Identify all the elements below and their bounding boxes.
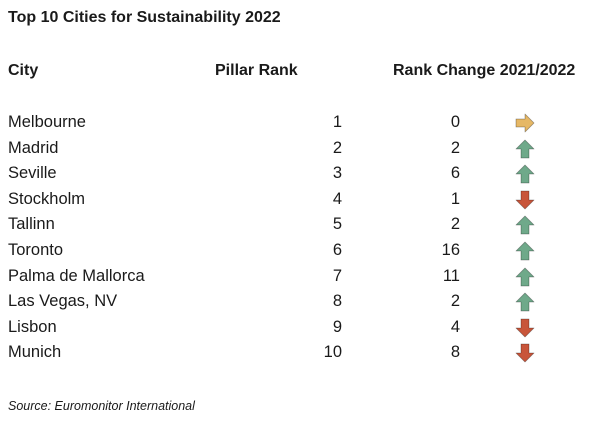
arrow-up-icon bbox=[514, 163, 536, 185]
city-name: Melbourne bbox=[8, 113, 86, 131]
table-row: Melbourne 1 0 bbox=[0, 110, 600, 136]
rank-change: 16 bbox=[441, 240, 460, 259]
pillar-rank: 9 bbox=[332, 317, 342, 336]
table-row: Las Vegas, NV 8 2 bbox=[0, 289, 600, 315]
pillar-rank: 5 bbox=[332, 215, 342, 234]
city-name: Las Vegas, NV bbox=[8, 292, 118, 311]
arrow-down-icon bbox=[514, 317, 536, 339]
arrow-right-icon bbox=[514, 112, 536, 134]
city-name: Tallinn bbox=[8, 215, 55, 234]
rank-change: 2 bbox=[450, 292, 460, 311]
arrow-up-icon bbox=[514, 138, 536, 160]
table-row: Lisbon 9 4 bbox=[0, 315, 600, 341]
table-row: Seville 3 6 bbox=[0, 161, 600, 187]
rank-change: 6 bbox=[450, 164, 460, 183]
page-title: Top 10 Cities for Sustainability 2022 bbox=[8, 9, 281, 26]
arrow-up-icon bbox=[514, 291, 536, 313]
arrow-up-icon bbox=[514, 240, 536, 262]
pillar-rank: 2 bbox=[332, 138, 342, 157]
pillar-rank: 4 bbox=[332, 189, 342, 208]
city-name: Lisbon bbox=[8, 317, 57, 336]
table-row: Palma de Mallorca 7 11 bbox=[0, 264, 600, 290]
city-name: Toronto bbox=[8, 240, 64, 259]
pillar-rank: 6 bbox=[332, 240, 342, 259]
arrow-down-icon bbox=[514, 342, 536, 364]
city-name: Palma de Mallorca bbox=[8, 266, 145, 285]
column-header-pillar-rank: Pillar Rank bbox=[215, 62, 298, 79]
rank-change: 1 bbox=[450, 189, 460, 208]
pillar-rank: 8 bbox=[332, 292, 342, 311]
arrow-down-icon bbox=[514, 189, 536, 211]
city-name: Stockholm bbox=[8, 189, 86, 208]
pillar-rank: 10 bbox=[323, 343, 342, 362]
rank-change: 2 bbox=[450, 138, 460, 157]
pillar-rank: 1 bbox=[332, 113, 342, 131]
pillar-rank: 3 bbox=[332, 164, 342, 183]
table-row: Tallinn 5 2 bbox=[0, 212, 600, 238]
table-row: Madrid 2 2 bbox=[0, 136, 600, 162]
arrow-up-icon bbox=[514, 214, 536, 236]
arrow-up-icon bbox=[514, 266, 536, 288]
city-name: Madrid bbox=[8, 138, 59, 157]
pillar-rank: 7 bbox=[332, 266, 342, 285]
rank-change: 0 bbox=[450, 113, 460, 131]
rank-change: 11 bbox=[442, 266, 460, 285]
table-row: Toronto 6 16 bbox=[0, 238, 600, 264]
city-name: Munich bbox=[8, 343, 62, 362]
city-table: Melbourne 1 0 Madrid 2 2 Seville 3 6 Sto… bbox=[0, 110, 600, 366]
rank-change: 4 bbox=[450, 317, 460, 336]
column-header-rank-change: Rank Change 2021/2022 bbox=[393, 62, 576, 79]
city-name: Seville bbox=[8, 164, 57, 183]
table-row: Munich 10 8 bbox=[0, 340, 600, 366]
source-note: Source: Euromonitor International bbox=[8, 399, 195, 413]
table-row: Stockholm 4 1 bbox=[0, 187, 600, 213]
rank-change: 2 bbox=[450, 215, 460, 234]
column-header-city: City bbox=[8, 62, 39, 79]
rank-change: 8 bbox=[450, 343, 460, 362]
